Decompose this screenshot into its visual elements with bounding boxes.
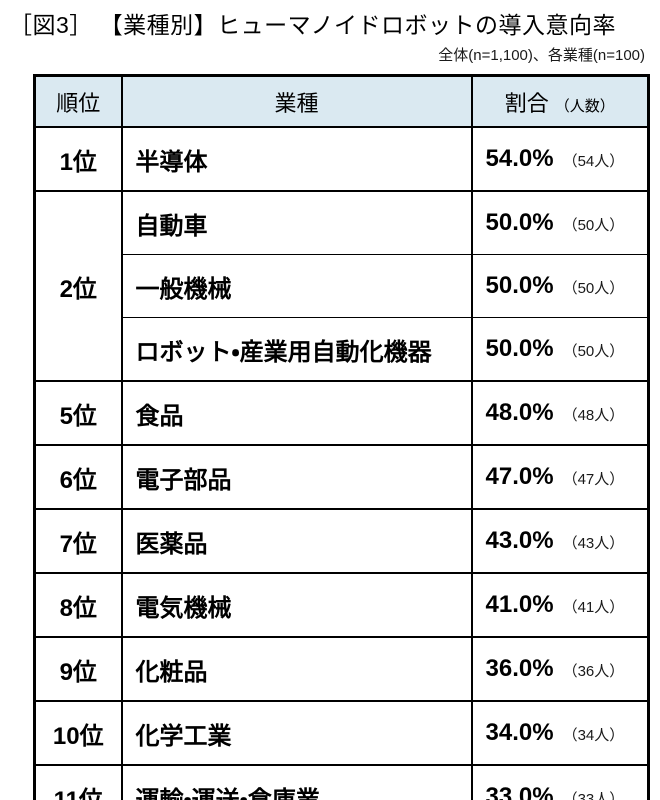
industry-cell: 電子部品 [120,444,472,509]
count-value: （50人） [562,217,625,234]
rank-cell: 2位 [33,190,122,381]
rank-cell: 10位 [33,700,122,765]
percent-value: 50.0% [485,272,554,299]
ratio-cell: 48.0% （48人） [470,380,649,445]
industry-cell: 化学工業 [120,700,472,765]
header-row: 順位 業種 割合 （人数） [33,75,649,128]
ratio-cell: 34.0% （34人） [470,700,649,765]
industry-cell: 医薬品 [120,508,472,573]
percent-value: 41.0% [485,591,554,618]
industry-cell: 一般機械 [120,254,472,318]
count-value: （50人） [562,280,625,297]
rank-cell: 11位 [33,764,122,800]
industry-cell: ロボット・産業用自動化機器 [120,317,472,381]
table-row: 10位 化学工業 34.0% （34人） [33,700,649,765]
ratio-cell: 54.0% （54人） [470,126,649,191]
table-row: ロボット・産業用自動化機器 50.0% （50人） [35,317,649,381]
count-value: （33人） [562,791,625,800]
ratio-cell: 50.0% （50人） [470,254,649,318]
rank-cell: 7位 [33,508,122,573]
rank-cell: 8位 [33,572,122,637]
industry-adoption-table: 順位 業種 割合 （人数） 1位 半導体 54.0% （54人） 2位 自動車 50… [33,74,650,800]
rank-cell: 1位 [33,126,122,191]
ratio-cell: 50.0% （50人） [470,190,649,255]
industry-cell: 半導体 [120,126,472,191]
industry-cell: 食品 [120,380,472,445]
rank-cell: 9位 [33,636,122,701]
table-row: 8位 電気機械 41.0% （41人） [33,572,649,637]
table-row: 9位 化粧品 36.0% （36人） [33,636,649,701]
header-ratio-sub-label: （人数） [554,97,615,115]
rank-cell: 6位 [33,444,122,509]
count-value: （34人） [562,727,625,744]
count-value: （48人） [562,407,625,424]
table-row: 11位 運輸・運送・倉庫業 33.0% （33人） [33,764,649,800]
count-value: （50人） [562,343,625,360]
header-ratio-label: 割合 [504,90,549,116]
count-value: （54人） [562,153,625,170]
table-row: 1位 半導体 54.0% （54人） [33,126,649,191]
percent-value: 43.0% [485,527,554,554]
table-row: 一般機械 50.0% （50人） [35,254,649,318]
percent-value: 36.0% [485,655,554,682]
percent-value: 54.0% [485,145,554,172]
ratio-cell: 47.0% （47人） [470,444,649,509]
ratio-cell: 33.0% （33人） [470,764,649,800]
percent-value: 50.0% [485,209,554,236]
table-row: 6位 電子部品 47.0% （47人） [33,444,649,509]
industry-cell: 化粧品 [120,636,472,701]
count-value: （47人） [562,471,625,488]
industry-cell: 自動車 [120,190,472,255]
ratio-cell: 43.0% （43人） [470,508,649,573]
count-value: （41人） [562,599,625,616]
table-row: 2位 自動車 50.0% （50人） [33,190,649,381]
figure-subtitle: 全体(n=1,100)、各業種(n=100) [438,47,645,64]
table-row: 5位 食品 48.0% （48人） [33,380,649,445]
table-header: 順位 業種 割合 （人数） [33,75,649,128]
percent-value: 50.0% [485,335,554,362]
ratio-cell: 50.0% （50人） [470,317,649,381]
figure-title: ［図3］ 【業種別】ヒューマノイドロボットの導入意向率 [9,12,616,38]
industry-cell: 運輸・運送・倉庫業 [120,764,472,800]
ratio-cell: 36.0% （36人） [470,636,649,701]
ratio-cell: 41.0% （41人） [470,572,649,637]
rank-cell: 5位 [33,380,122,445]
header-rank: 順位 [33,75,122,128]
percent-value: 47.0% [485,463,554,490]
table-row: 7位 医薬品 43.0% （43人） [33,508,649,573]
industry-cell: 電気機械 [120,572,472,637]
percent-value: 33.0% [485,783,554,800]
percent-value: 48.0% [485,399,554,426]
count-value: （43人） [562,535,625,552]
count-value: （36人） [562,663,625,680]
header-ratio: 割合 （人数） [470,75,649,128]
percent-value: 34.0% [485,719,554,746]
header-industry: 業種 [120,75,472,128]
table-body: 1位 半導体 54.0% （54人） 2位 自動車 50.0% （50人） 一般機械… [33,126,649,800]
